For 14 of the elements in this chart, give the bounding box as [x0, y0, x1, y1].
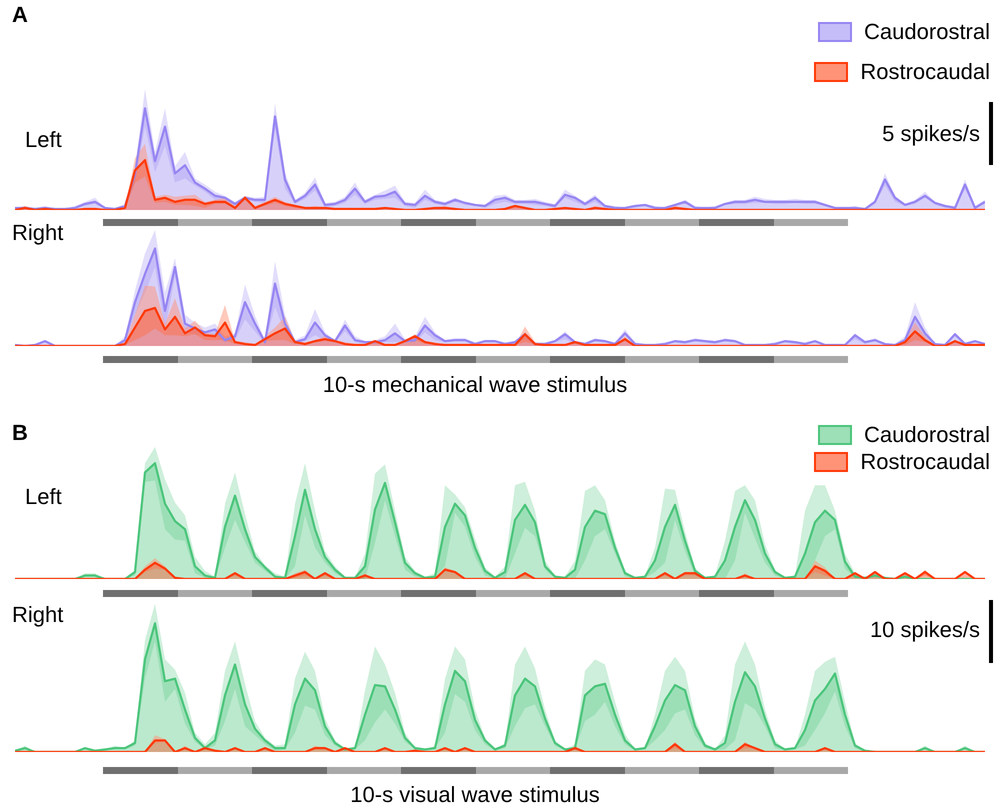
legend-label: Caudorostral	[864, 422, 990, 448]
chart-title: B	[12, 420, 28, 446]
annotation: 5 spikes/s	[882, 121, 980, 147]
annotation: 10 spikes/s	[870, 617, 980, 643]
legend-label: Rostrocaudal	[860, 449, 990, 475]
legend-label: Rostrocaudal	[860, 59, 990, 85]
chart-title: A	[12, 2, 28, 28]
x-axis-title: 10-s mechanical wave stimulus	[322, 372, 628, 398]
y-axis-title: Right	[12, 602, 64, 628]
x-axis-title: 10-s visual wave stimulus	[350, 782, 600, 808]
legend-label: Caudorostral	[864, 19, 990, 45]
y-axis-title: Right	[12, 220, 64, 246]
y-axis-title: Left	[25, 127, 62, 153]
y-axis-title: Left	[25, 484, 62, 510]
